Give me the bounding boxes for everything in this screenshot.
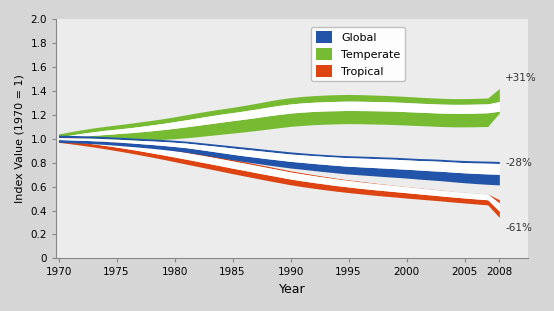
Text: -28%: -28% [505,158,532,168]
Legend: Global, Temperate, Tropical: Global, Temperate, Tropical [311,27,405,81]
X-axis label: Year: Year [279,283,306,296]
Text: +31%: +31% [505,73,537,83]
Y-axis label: Index Value (1970 = 1): Index Value (1970 = 1) [15,74,25,203]
Text: -61%: -61% [505,224,532,234]
